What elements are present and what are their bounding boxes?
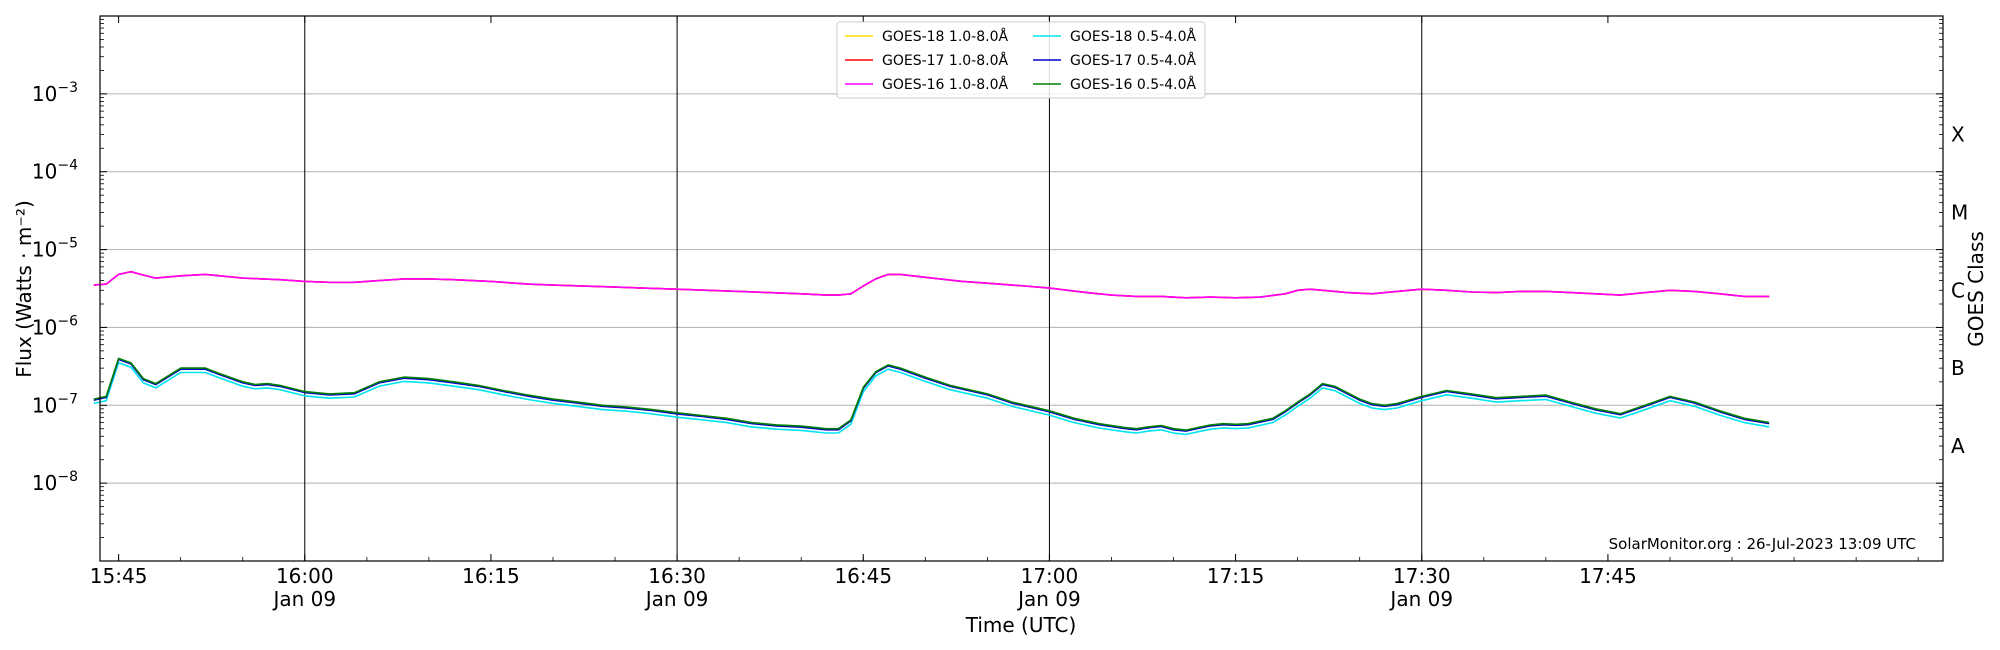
x-tick-label: 16:15 xyxy=(462,564,520,588)
right-axis-label: GOES Class xyxy=(1964,231,1988,347)
legend-label: GOES-18 0.5-4.0Å xyxy=(1070,28,1196,45)
series-line xyxy=(93,270,1770,299)
series-line xyxy=(93,361,1770,436)
series-lines xyxy=(93,270,1770,436)
x-tick-date-label: Jan 09 xyxy=(1388,587,1453,611)
goes-class-labels: A B C M X xyxy=(1951,123,1968,458)
goes-class-label: M xyxy=(1951,200,1968,224)
x-tick-label: 17:15 xyxy=(1207,564,1265,588)
series-line xyxy=(93,357,1770,431)
legend-box xyxy=(836,21,1206,99)
y-tick-label: 10−4 xyxy=(32,158,78,184)
gridlines xyxy=(100,93,1943,484)
x-axis-label: Time (UTC) xyxy=(965,613,1077,637)
y-axis-label: Flux (Watts · m⁻²) xyxy=(12,200,36,378)
legend-items: GOES-18 1.0-8.0Å GOES-17 1.0-8.0Å GOES-16 … xyxy=(845,28,1196,93)
goes-class-label: C xyxy=(1951,278,1965,302)
y-axis-ticks: 10−8 10−7 10−6 10−5 10−4 10−3 xyxy=(32,19,1943,538)
goes-class-label: B xyxy=(1951,356,1965,380)
legend-label: GOES-18 1.0-8.0Å xyxy=(882,28,1008,45)
x-tick-label: 17:00 xyxy=(1021,564,1079,588)
credit-text: SolarMonitor.org : 26-Jul-2023 13:09 UTC xyxy=(1609,535,1916,553)
y-tick-label: 10−3 xyxy=(32,80,78,106)
legend-label: GOES-16 1.0-8.0Å xyxy=(882,76,1008,93)
series-line xyxy=(93,270,1770,299)
legend-label: GOES-17 0.5-4.0Å xyxy=(1070,52,1196,69)
series-line xyxy=(93,358,1770,432)
goes-class-label: X xyxy=(1951,123,1965,147)
y-tick-label: 10−5 xyxy=(32,236,78,262)
legend-label: GOES-17 1.0-8.0Å xyxy=(882,52,1008,69)
x-tick-label: 16:00 xyxy=(276,564,334,588)
x-tick-label: 16:30 xyxy=(648,564,706,588)
legend: GOES-18 1.0-8.0Å GOES-17 1.0-8.0Å GOES-16 … xyxy=(836,21,1206,99)
x-tick-label: 17:30 xyxy=(1393,564,1451,588)
y-tick-label: 10−6 xyxy=(32,313,78,339)
series-line xyxy=(93,270,1770,299)
y-tick-label: 10−7 xyxy=(32,391,78,417)
legend-label: GOES-16 0.5-4.0Å xyxy=(1070,76,1196,93)
x-tick-date-label: Jan 09 xyxy=(271,587,336,611)
x-tick-label: 17:45 xyxy=(1579,564,1637,588)
goes-class-label: A xyxy=(1951,434,1965,458)
plot-frame xyxy=(99,15,1944,562)
x-tick-label: 15:45 xyxy=(90,564,148,588)
x-tick-date-label: Jan 09 xyxy=(1016,587,1081,611)
x-tick-date-label: Jan 09 xyxy=(644,587,709,611)
x-tick-label: 16:45 xyxy=(834,564,892,588)
y-tick-label: 10−8 xyxy=(32,469,78,495)
